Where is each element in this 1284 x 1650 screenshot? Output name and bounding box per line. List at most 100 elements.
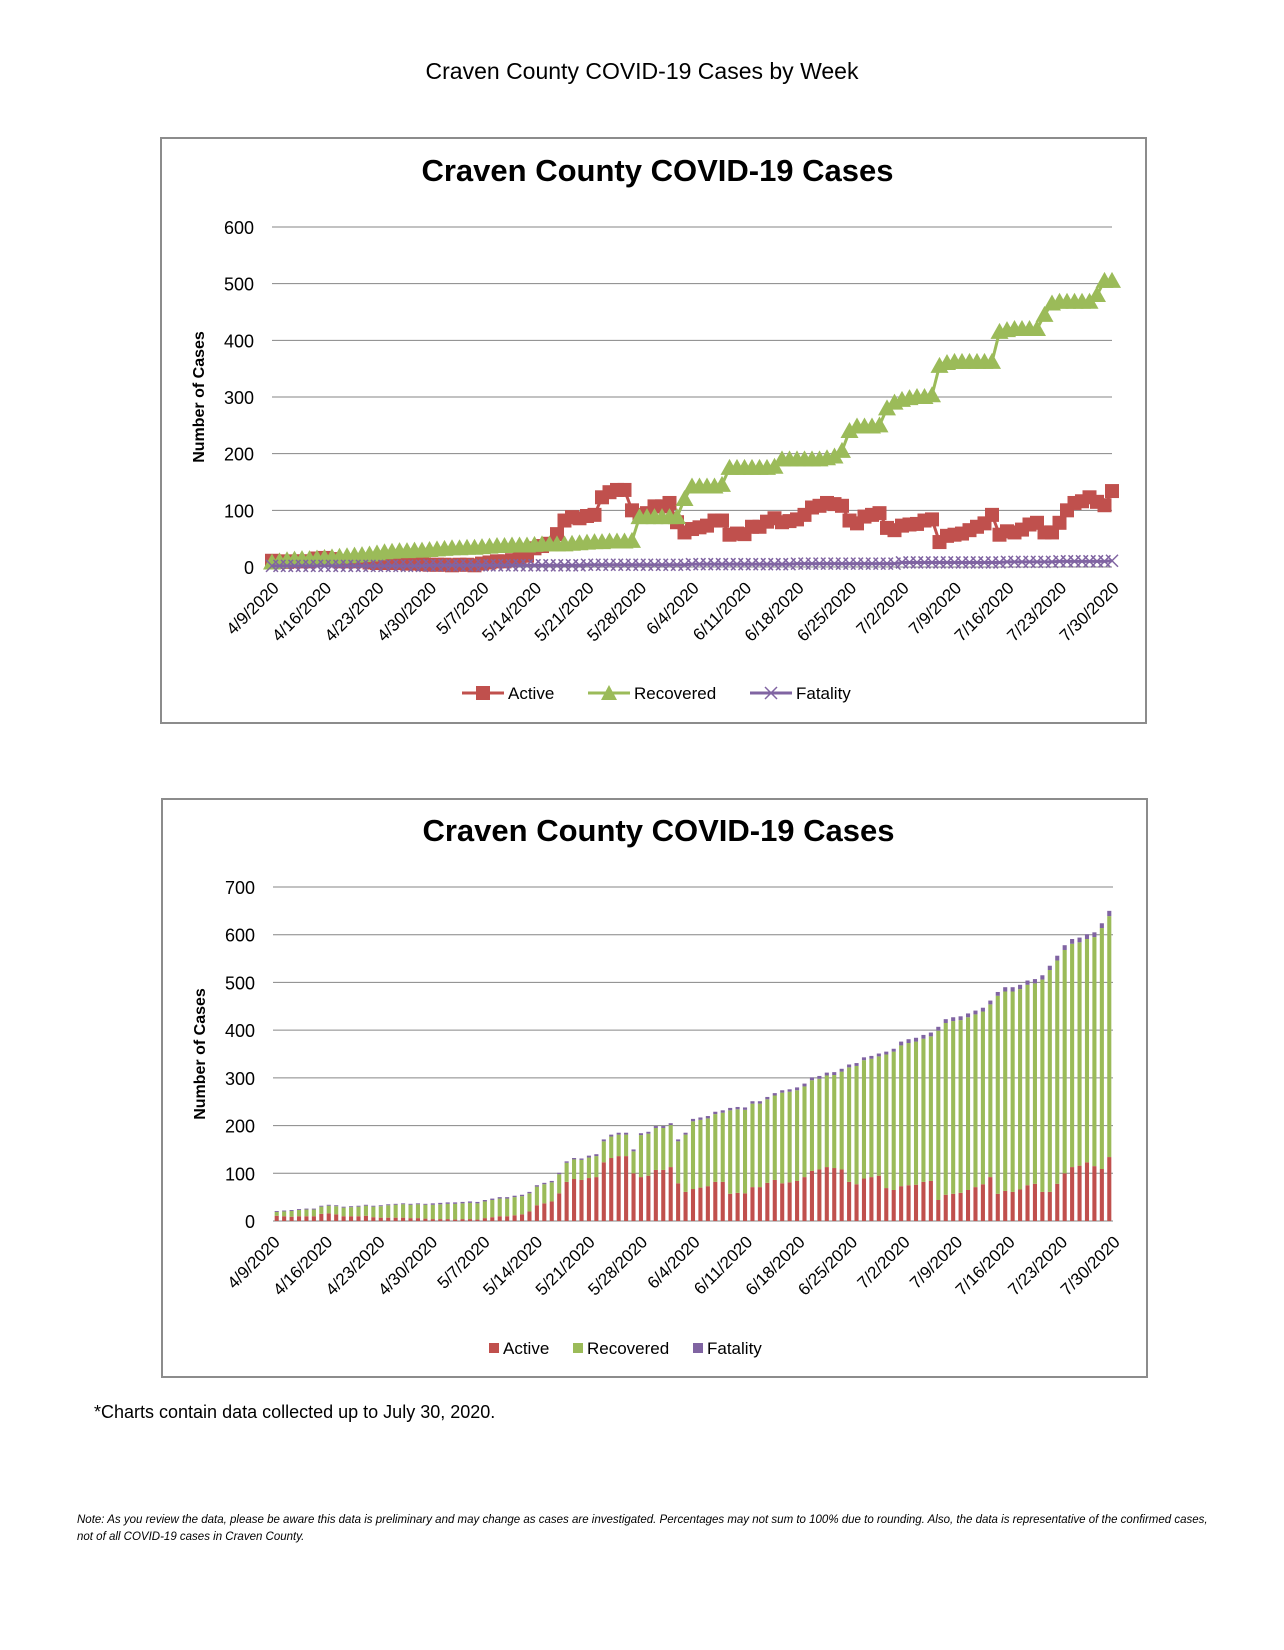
- bar-fatality: [668, 1123, 673, 1126]
- fatality-marker: [1105, 554, 1119, 568]
- recovered-marker: [833, 441, 851, 458]
- bar-fatality: [534, 1185, 539, 1187]
- bar-recovered: [676, 1141, 681, 1184]
- bar-recovered: [282, 1211, 287, 1217]
- bar-fatality: [690, 1118, 696, 1122]
- bar-recovered: [951, 1021, 956, 1194]
- bar-recovered: [936, 1030, 941, 1201]
- bar-recovered: [609, 1136, 614, 1159]
- bar-recovered: [631, 1151, 636, 1174]
- bar-recovered: [1040, 979, 1045, 1192]
- bar-active: [319, 1213, 324, 1221]
- bar-active: [817, 1169, 822, 1221]
- bar-active: [653, 1169, 658, 1221]
- bar-recovered: [296, 1210, 302, 1217]
- bar-recovered: [542, 1184, 547, 1204]
- bar-active: [282, 1216, 287, 1221]
- bar-fatality: [356, 1205, 361, 1207]
- bar-active: [363, 1215, 368, 1221]
- bar-recovered: [988, 1004, 993, 1178]
- bar-fatality: [1092, 932, 1097, 938]
- y-tick-label: 600: [224, 218, 254, 238]
- bar-fatality: [951, 1017, 956, 1022]
- bar-active: [802, 1177, 807, 1221]
- bar-active: [683, 1191, 688, 1221]
- y-tick-label: 500: [224, 275, 254, 295]
- bar-fatality: [460, 1201, 465, 1204]
- bar-active: [795, 1180, 800, 1221]
- bar-recovered: [594, 1156, 599, 1178]
- bar-active: [304, 1216, 309, 1221]
- bar-recovered: [505, 1198, 510, 1217]
- active-marker: [617, 482, 632, 497]
- y-tick-label: 300: [224, 388, 254, 408]
- bar-recovered: [1003, 991, 1008, 1191]
- bar-fatality: [772, 1093, 777, 1096]
- bar-fatality: [1107, 910, 1112, 917]
- bar-recovered: [624, 1134, 629, 1157]
- bar-fatality: [467, 1201, 473, 1203]
- legend-marker-square-icon: [476, 686, 490, 700]
- bar-fatality: [936, 1026, 941, 1031]
- bar-active: [527, 1211, 532, 1221]
- bar-recovered: [408, 1204, 413, 1219]
- bar-recovered: [765, 1099, 770, 1183]
- bar-fatality: [661, 1126, 666, 1128]
- bar-fatality: [624, 1132, 629, 1135]
- bar-fatality: [638, 1133, 644, 1136]
- y-tick-label: 200: [225, 1117, 255, 1137]
- bar-fatality: [980, 1007, 985, 1012]
- bar-active: [988, 1177, 993, 1221]
- bar-fatality: [1018, 984, 1023, 990]
- bar-recovered: [668, 1125, 673, 1168]
- recovered-marker: [623, 531, 641, 548]
- bar-active: [393, 1217, 398, 1221]
- bar-recovered: [549, 1182, 554, 1202]
- bar-fatality: [475, 1201, 480, 1204]
- bar-recovered: [289, 1210, 294, 1217]
- bar-fatality: [586, 1155, 591, 1158]
- bar-active: [334, 1214, 339, 1221]
- bar-active: [661, 1169, 666, 1221]
- bar-active: [430, 1219, 435, 1221]
- bar-active: [928, 1180, 933, 1221]
- active-marker: [985, 507, 999, 522]
- bar-recovered: [572, 1159, 577, 1180]
- bar-recovered: [467, 1202, 473, 1220]
- bar-active: [609, 1158, 614, 1221]
- bar-fatality: [371, 1205, 376, 1207]
- bar-recovered: [438, 1204, 443, 1220]
- bar-active: [698, 1187, 703, 1221]
- bar-active: [579, 1179, 584, 1221]
- bar-active: [505, 1216, 510, 1221]
- y-tick-label: 600: [225, 926, 255, 946]
- recovered-marker: [1035, 305, 1054, 322]
- bar-recovered: [884, 1054, 889, 1189]
- bar-active: [341, 1216, 346, 1221]
- bar-active: [1084, 1162, 1090, 1221]
- bar-fatality: [1032, 979, 1037, 984]
- bar-recovered: [415, 1204, 420, 1219]
- y-axis-label: Number of Cases: [192, 988, 209, 1120]
- bar-recovered: [423, 1204, 428, 1219]
- bar-fatality: [891, 1048, 896, 1052]
- active-marker: [1052, 515, 1067, 530]
- bar-recovered: [943, 1022, 948, 1195]
- bar-fatality: [899, 1041, 904, 1046]
- bar-recovered: [371, 1206, 376, 1218]
- bar-fatality: [334, 1205, 339, 1207]
- bar-recovered: [341, 1207, 346, 1217]
- bar-fatality: [839, 1068, 844, 1072]
- page-title: Craven County COVID-19 Cases by Week: [425, 58, 859, 84]
- bar-recovered: [1107, 916, 1112, 1158]
- bar-active: [646, 1175, 651, 1221]
- bar-fatality: [304, 1208, 309, 1210]
- active-marker: [1105, 484, 1119, 499]
- bar-fatality: [735, 1106, 740, 1110]
- bar-fatality: [705, 1116, 710, 1119]
- bar-recovered: [430, 1204, 435, 1220]
- y-tick-label: 100: [224, 501, 254, 521]
- legend-swatch-active-icon: [489, 1343, 499, 1353]
- bar-active: [616, 1156, 621, 1221]
- bar-recovered: [646, 1133, 651, 1176]
